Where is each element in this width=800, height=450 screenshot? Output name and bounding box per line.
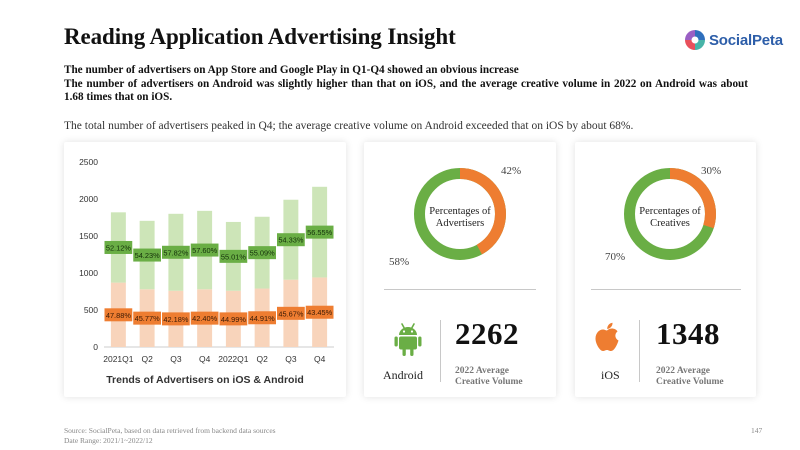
orange-percentage: 30% <box>701 165 722 177</box>
vertical-divider <box>440 320 441 382</box>
ios-share-label-box <box>305 305 334 319</box>
donut-title-line-1: Percentages of <box>639 206 701 217</box>
green-percentage: 70% <box>605 251 626 263</box>
y-tick-label: 2000 <box>79 194 98 204</box>
android-share-label-box <box>162 245 190 259</box>
advertisers-donut-chart <box>414 168 506 260</box>
x-tick-label: Q2 <box>141 354 153 364</box>
ios-share-label-box <box>277 306 305 320</box>
android-share-label: 52.12% <box>106 243 131 252</box>
date-range-text: Date Range: 2021/1~2022/12 <box>64 435 153 445</box>
ios-card: Percentages of Creatives 30% 70% iOS 134… <box>575 142 756 397</box>
donut-title-line-2: Creatives <box>650 218 690 229</box>
logo-text: SocialPeta <box>709 31 783 49</box>
android-share-label: 54.23% <box>135 251 160 260</box>
page-title: Reading Application Advertising Insight <box>64 24 456 49</box>
divider <box>591 289 741 290</box>
page-number: 147 <box>751 426 763 435</box>
label-line-2: Creative Volume <box>455 377 523 387</box>
stacked-bar-chart: 0 500 1000 1500 2000 2500 2021Q1 Q2 Q3 Q4 2022Q1 Q2… <box>79 157 334 364</box>
summary-text: The total number of advertisers peaked i… <box>64 120 634 132</box>
creative-volume-label: 2022 Average Creative Volume <box>455 366 523 388</box>
x-tick-label: 2021Q1 <box>103 354 134 364</box>
y-tick-label: 1500 <box>79 231 98 241</box>
ios-share-label: 45.67% <box>278 309 303 318</box>
ios-share-label: 42.40% <box>192 314 217 323</box>
android-share-label: 55.09% <box>250 249 275 258</box>
subtitle-line-1: The number of advertisers on App Store a… <box>64 64 519 76</box>
android-share-label-box <box>104 240 133 254</box>
creatives-donut-chart <box>624 168 716 260</box>
x-tick-label: 2022Q1 <box>218 354 249 364</box>
label-line-1: 2022 Average <box>656 366 710 376</box>
y-tick-label: 1000 <box>79 268 98 278</box>
ios-share-label: 45.77% <box>135 314 160 323</box>
android-share-label-box <box>248 246 276 260</box>
source-text: Source: SocialPeta, based on data retrie… <box>64 426 276 435</box>
donut-orange-slice <box>414 168 506 260</box>
brand-logo: SocialPeta <box>684 29 783 51</box>
android-share-label-box <box>305 225 334 239</box>
platform-label: Android <box>383 368 423 382</box>
donut-title-line-1: Percentages of <box>429 206 491 217</box>
chart-title: Trends of Advertisers on iOS & Android <box>106 374 304 386</box>
ios-share-label: 47.88% <box>106 311 131 320</box>
x-tick-label: Q4 <box>314 354 326 364</box>
apple-icon <box>595 322 619 351</box>
subtitle: The number of advertisers on App Store a… <box>64 64 748 105</box>
android-share-label-box <box>277 233 305 247</box>
creative-volume-value: 1348 <box>656 316 720 351</box>
ios-share-label-box <box>162 312 190 326</box>
socialpeta-logo-icon <box>685 30 705 50</box>
android-share-label-box <box>133 248 161 262</box>
footer-source: Source: SocialPeta, based on data retrie… <box>64 426 276 445</box>
android-share-label: 54.33% <box>278 236 303 245</box>
android-share-label: 57.82% <box>163 248 188 257</box>
divider <box>384 289 536 290</box>
android-share-label: 55.01% <box>221 252 246 261</box>
subtitle-line-2: The number of advertisers on Android was… <box>64 77 748 104</box>
android-share-label: 56.55% <box>307 228 332 237</box>
ios-share-label-box <box>190 311 219 325</box>
android-card: Percentages of Advertisers 42% 58% Andro… <box>364 142 556 397</box>
ios-share-label: 42.18% <box>163 315 188 324</box>
vertical-divider <box>639 320 640 382</box>
x-tick-label: Q2 <box>256 354 268 364</box>
ios-share-label-box <box>219 312 248 326</box>
ios-share-label-box <box>133 311 161 325</box>
platform-label: iOS <box>601 368 620 382</box>
orange-percentage: 42% <box>501 165 522 177</box>
android-share-label-box <box>219 249 248 263</box>
ios-share-label: 44.99% <box>221 315 246 324</box>
creative-volume-value: 2262 <box>455 316 519 351</box>
android-share-label: 57.60% <box>192 246 217 255</box>
y-tick-label: 0 <box>93 342 98 352</box>
ios-share-label: 43.45% <box>307 308 332 317</box>
creative-volume-label: 2022 Average Creative Volume <box>656 366 724 388</box>
y-tick-label: 500 <box>84 305 98 315</box>
donut-center-title: Percentages of Creatives <box>620 206 720 230</box>
green-percentage: 58% <box>389 256 410 268</box>
x-tick-label: Q4 <box>199 354 211 364</box>
ios-share-label: 44.91% <box>250 314 275 323</box>
x-tick-label: Q3 <box>170 354 182 364</box>
donut-center-title: Percentages of Advertisers <box>410 206 510 230</box>
ios-share-label-box <box>248 311 276 325</box>
advertiser-trend-card: 0 500 1000 1500 2000 2500 2021Q1 Q2 Q3 Q4 2022Q1 Q2… <box>64 142 346 397</box>
donut-orange-slice <box>624 168 716 260</box>
android-icon <box>394 323 422 356</box>
label-line-1: 2022 Average <box>455 366 509 376</box>
x-tick-label: Q3 <box>285 354 297 364</box>
ios-share-label-box <box>104 308 133 322</box>
donut-title-line-2: Advertisers <box>435 218 485 229</box>
label-line-2: Creative Volume <box>656 377 724 387</box>
android-share-label-box <box>190 243 219 257</box>
y-tick-label: 2500 <box>79 157 98 167</box>
